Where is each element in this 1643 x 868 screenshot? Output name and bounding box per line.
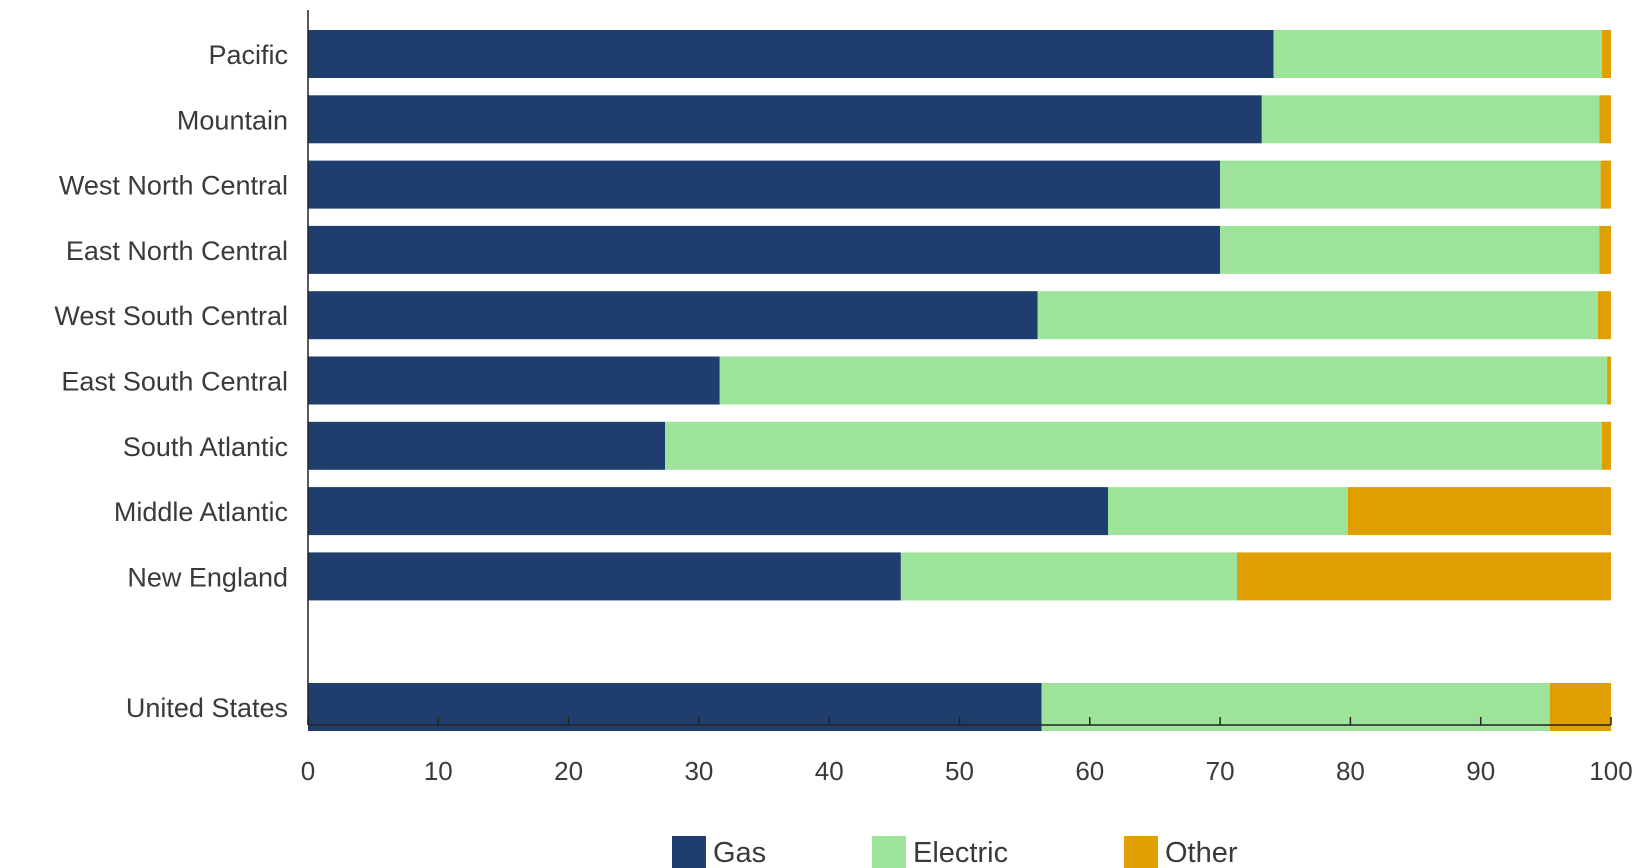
legend-swatch-electric (872, 836, 906, 868)
bar-gas-mountain (308, 95, 1262, 144)
x-tick-label-30: 30 (684, 756, 713, 786)
legend-label-electric: Electric (913, 837, 1008, 868)
legend-label-gas: Gas (713, 837, 766, 868)
bar-other-pacific (1601, 30, 1611, 78)
bar-other-united-states (1549, 683, 1611, 731)
x-axis-ticks: 0 10 20 30 40 50 60 70 80 90 100 (301, 717, 1633, 786)
bar-other-middle-atlantic (1347, 487, 1611, 536)
bar-gas-west-north-central (308, 160, 1221, 209)
legend-swatch-gas (672, 836, 706, 868)
x-tick-label-10: 10 (424, 756, 453, 786)
bar-gas-east-north-central (308, 225, 1221, 274)
x-tick-label-90: 90 (1466, 756, 1495, 786)
x-tick-label-50: 50 (945, 756, 974, 786)
bar-electric-east-south-central (719, 356, 1608, 405)
bar-other-east-south-central (1607, 356, 1611, 405)
bar-gas-south-atlantic (308, 421, 666, 470)
category-label-south-atlantic: South Atlantic (123, 432, 288, 462)
category-label-middle-atlantic: Middle Atlantic (114, 497, 288, 527)
category-label-west-north-central: West North Central (59, 171, 288, 201)
legend: Gas Electric Other (672, 836, 1238, 868)
legend-label-other: Other (1165, 837, 1238, 868)
category-label-west-south-central: West South Central (54, 301, 288, 331)
bar-other-mountain (1599, 95, 1611, 144)
bar-gas-new-england (308, 552, 901, 601)
category-labels: Pacific Mountain West North Central East No… (54, 40, 288, 723)
bar-gas-united-states (308, 683, 1042, 731)
category-label-east-south-central: East South Central (61, 367, 288, 397)
category-label-mountain: Mountain (177, 105, 288, 135)
bar-other-west-south-central (1597, 291, 1611, 340)
x-tick-label-80: 80 (1336, 756, 1365, 786)
bar-other-new-england (1237, 552, 1611, 601)
bar-electric-new-england (900, 552, 1238, 601)
bar-electric-west-north-central (1220, 160, 1601, 209)
bar-electric-united-states (1041, 683, 1550, 731)
bars-layer (308, 30, 1611, 731)
x-tick-label-100: 100 (1589, 756, 1632, 786)
x-tick-label-0: 0 (301, 756, 315, 786)
x-tick-label-40: 40 (815, 756, 844, 786)
bar-electric-west-south-central (1037, 291, 1598, 340)
bar-gas-middle-atlantic (308, 487, 1109, 536)
bar-electric-east-north-central (1220, 225, 1600, 274)
x-tick-label-70: 70 (1206, 756, 1235, 786)
bar-other-south-atlantic (1601, 421, 1611, 470)
legend-swatch-other (1124, 836, 1158, 868)
bar-electric-middle-atlantic (1108, 487, 1348, 536)
bar-electric-pacific (1273, 30, 1602, 78)
bar-gas-pacific (308, 30, 1274, 78)
category-label-united-states: United States (126, 693, 288, 723)
bar-electric-south-atlantic (665, 421, 1602, 470)
x-tick-label-60: 60 (1075, 756, 1104, 786)
bar-gas-east-south-central (308, 356, 720, 405)
category-label-new-england: New England (127, 562, 288, 592)
category-label-pacific: Pacific (208, 40, 288, 70)
bar-electric-mountain (1261, 95, 1600, 144)
category-label-east-north-central: East North Central (66, 236, 288, 266)
bar-other-east-north-central (1599, 225, 1611, 274)
x-tick-label-20: 20 (554, 756, 583, 786)
bar-other-west-north-central (1600, 160, 1611, 209)
bar-gas-west-south-central (308, 291, 1038, 340)
